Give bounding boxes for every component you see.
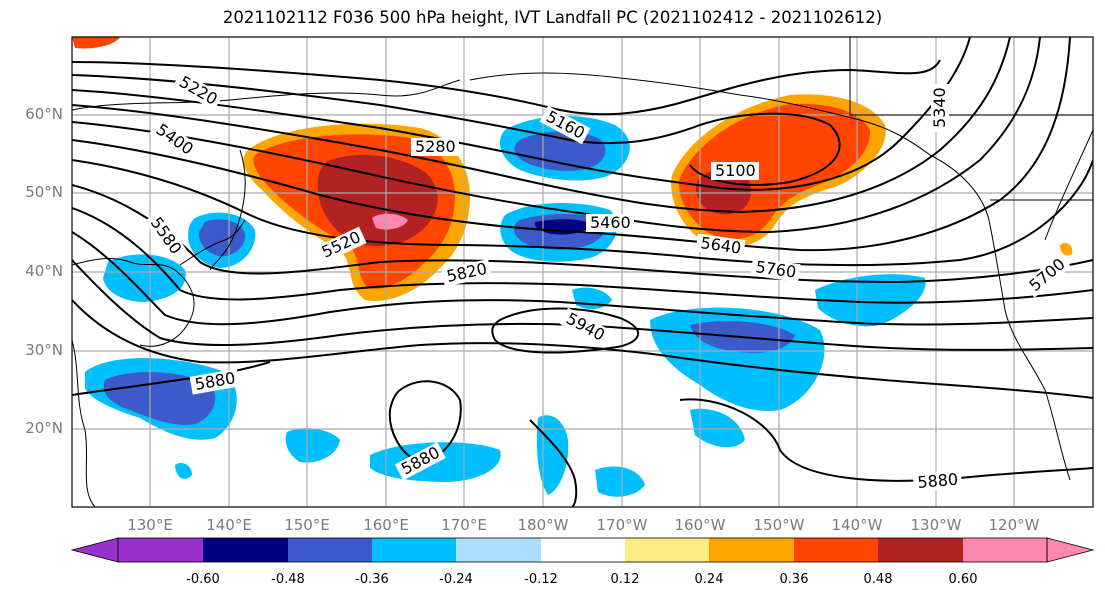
contour-line [72, 184, 1093, 284]
contour-line [72, 74, 841, 186]
colorbar-tick-label: -0.48 [271, 572, 305, 587]
colorbar-bin [541, 538, 625, 562]
ivt-region [815, 274, 926, 327]
colorbar-tick-label: -0.36 [355, 572, 389, 587]
colorbar-frame [117, 537, 1048, 563]
colorbar-extend-high [1046, 537, 1095, 563]
colorbar-bin [878, 538, 963, 562]
contour-line [72, 231, 1093, 326]
colorbar-tick-label: -0.60 [186, 572, 220, 587]
contour-line [72, 259, 1093, 351]
lat-label: 50°N [25, 183, 63, 201]
contour-line [72, 299, 1093, 399]
colorbar-tick-label: 0.24 [694, 572, 724, 587]
colorbar-tick-label: 0.48 [863, 572, 893, 587]
lon-label: 140°E [206, 516, 252, 534]
lon-label: 130°W [910, 516, 962, 534]
lat-label: 20°N [25, 419, 63, 437]
coastline-asia [72, 258, 195, 347]
contour-line [72, 37, 1071, 252]
contour-line [72, 37, 1011, 214]
lon-label: 130°E [127, 516, 173, 534]
contour-label: 5880 [917, 470, 959, 492]
contour-line [72, 159, 1093, 267]
lon-label: 150°E [284, 516, 330, 534]
coastline-na-west [929, 154, 1071, 481]
lon-label: 160°E [363, 516, 409, 534]
colorbar-bin [118, 538, 203, 562]
colorbar-tick-label: -0.12 [524, 572, 558, 587]
colorbar-bin [625, 538, 709, 562]
colorbar [70, 537, 1095, 563]
contour-label: 5280 [415, 137, 456, 156]
contour-label: 5100 [715, 161, 756, 180]
colorbar-bin [709, 538, 794, 562]
ivt-region [198, 219, 246, 257]
contour-label: 5340 [930, 87, 949, 128]
ivt-region [103, 254, 186, 302]
colorbar-bin [794, 538, 878, 562]
ivt-region [690, 408, 745, 448]
ivt-region [317, 154, 438, 247]
coastline-japan [179, 219, 246, 266]
contour-line [72, 59, 941, 116]
lon-label: 120°W [988, 516, 1040, 534]
ivt-region [285, 428, 340, 463]
lon-label: 160°W [674, 516, 726, 534]
contour-line [72, 37, 1041, 234]
colorbar-bin [372, 538, 456, 562]
contour-line [529, 419, 578, 507]
colorbar-tick-label: 0.12 [610, 572, 640, 587]
colorbar-tick-label: 0.60 [948, 572, 978, 587]
coastline-alaska [469, 72, 931, 156]
colorbar-tick-label: 0.36 [779, 572, 809, 587]
height-contours [72, 37, 1093, 507]
lon-label: 180°W [517, 516, 569, 534]
lon-label: 170°E [441, 516, 487, 534]
ivt-region [372, 213, 408, 230]
ivt-region [695, 168, 752, 215]
map-area: 5220 5400 5280 5160 5100 5340 5580 5520 … [72, 37, 1093, 507]
map-title: 2021102112 F036 500 hPa height, IVT Land… [222, 8, 883, 27]
lon-label: 150°W [753, 516, 805, 534]
ivt-region [103, 372, 216, 425]
ivt-region [1060, 243, 1073, 256]
colorbar-extend-low [70, 537, 119, 563]
border-canada [849, 37, 1093, 116]
lat-label: 60°N [25, 105, 63, 123]
ivt-region [72, 37, 120, 49]
colorbar-bin [456, 538, 541, 562]
colorbar-bin [963, 538, 1047, 562]
lon-label: 140°W [831, 516, 883, 534]
ivt-region [595, 466, 645, 497]
coastline-na-interior [1044, 129, 1093, 241]
contour-label: 5460 [590, 213, 631, 232]
contour-line [72, 37, 971, 191]
coastline-china [72, 339, 96, 507]
contour-line [72, 207, 1093, 304]
colorbar-bin [288, 538, 372, 562]
ivt-region [175, 463, 192, 479]
map-frame [71, 36, 1094, 508]
contour-line [679, 398, 1093, 482]
coastline-siberia [72, 79, 461, 111]
lat-label: 30°N [25, 341, 63, 359]
lat-label: 40°N [25, 262, 63, 280]
colorbar-bin [203, 538, 288, 562]
lon-label: 170°W [596, 516, 648, 534]
colorbar-tick-label: -0.24 [439, 572, 473, 587]
